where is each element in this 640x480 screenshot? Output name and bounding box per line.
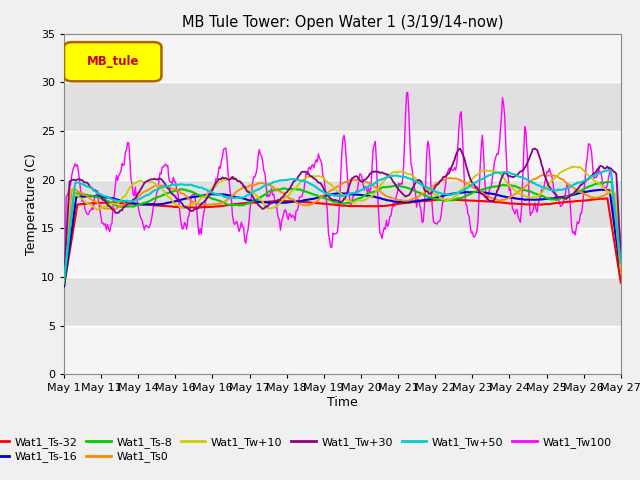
Bar	[64, 326, 621, 374]
Title: MB Tule Tower: Open Water 1 (3/19/14-now): MB Tule Tower: Open Water 1 (3/19/14-now…	[182, 15, 503, 30]
Bar	[64, 82, 621, 131]
Bar	[64, 131, 621, 180]
Text: MB_tule: MB_tule	[87, 55, 140, 68]
Legend: Wat1_Ts-32, Wat1_Ts-16, Wat1_Ts-8, Wat1_Ts0, Wat1_Tw+10, Wat1_Tw+30, Wat1_Tw+50,: Wat1_Ts-32, Wat1_Ts-16, Wat1_Ts-8, Wat1_…	[0, 433, 616, 467]
Bar	[64, 277, 621, 326]
FancyBboxPatch shape	[64, 42, 161, 81]
Bar	[64, 180, 621, 228]
Y-axis label: Temperature (C): Temperature (C)	[25, 153, 38, 255]
X-axis label: Time: Time	[327, 396, 358, 409]
Bar	[64, 228, 621, 277]
Bar	[64, 34, 621, 82]
